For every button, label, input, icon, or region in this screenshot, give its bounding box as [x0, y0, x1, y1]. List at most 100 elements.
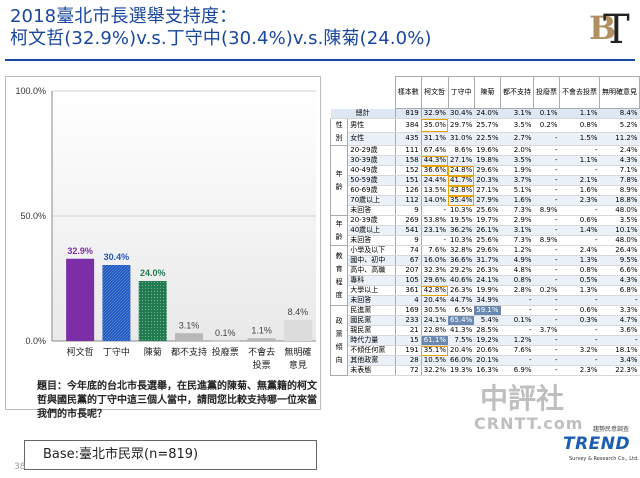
group-label: 性別 — [329, 118, 349, 146]
table-cell: - — [559, 165, 600, 176]
table-cell: 3.5% — [599, 215, 640, 226]
bar-chart: 100.0% 50.0% 0.0% 32.9% 柯文哲 30.4% 丁守中 24.0% 陳菊 3.… — [15, 86, 316, 371]
table-cell: - — [533, 345, 560, 356]
x-tick-label: 投票 — [253, 359, 271, 371]
table-cell: 3.4% — [599, 355, 640, 366]
row-label: 國中、初中 — [347, 255, 396, 266]
table-cell: - — [599, 335, 640, 346]
table-cell: - — [533, 255, 560, 266]
table-cell: 7.3% — [500, 235, 534, 246]
table-cell: - — [533, 315, 560, 326]
table-cell: 25.7% — [474, 118, 501, 133]
table-cell: 9 — [395, 205, 422, 216]
table-cell: 32.3% — [421, 265, 448, 276]
row-label: 專科 — [347, 275, 396, 286]
table-cell: 24.4% — [421, 175, 448, 186]
table-cell: 233 — [395, 315, 422, 326]
table-cell: 42.8% — [421, 285, 448, 296]
table-cell: - — [500, 295, 534, 306]
table-cell: 0.1% — [533, 108, 560, 119]
table-row: 教育程度 小學及以下 74 7.6% 32.8% 29.6% 1.2% -2.4% 26.4% — [329, 245, 640, 306]
table-cell: 32.8% — [448, 245, 475, 256]
row-label: 未回答 — [347, 235, 396, 246]
table-row: 總計 819 32.9% 30.4% 24.0% 3.1% 0.1% 1.1% 8.4% — [330, 108, 640, 119]
header-blank — [331, 77, 396, 109]
table-cell: 8.9% — [533, 205, 560, 216]
group-label: 年齡 — [329, 145, 349, 216]
base-note: Base:臺北市民眾(n=819) — [24, 440, 317, 470]
table-cell: 59.1% — [474, 305, 501, 316]
table-cell: - — [533, 265, 560, 276]
table-cell: 27.1% — [474, 185, 501, 196]
row-label: 未回答 — [347, 295, 396, 306]
table-cell: 13.5% — [421, 185, 448, 196]
table-cell: - — [421, 235, 448, 246]
table-cell: - — [533, 145, 560, 156]
bar-value-label: 24.0% — [140, 268, 166, 278]
table-cell: 29.2% — [448, 265, 475, 276]
bar-4 — [211, 340, 240, 342]
table-cell: 3.1% — [500, 225, 534, 236]
table-cell: 16.3% — [474, 365, 501, 376]
table-cell: 152 — [395, 165, 422, 176]
table-cell: 29.7% — [448, 118, 475, 133]
table-cell: 6.6% — [599, 265, 640, 276]
table-cell: - — [533, 175, 560, 186]
table-row: 未回答 9-10.3% 25.6% 7.3% 8.9% -48.0% — [331, 205, 640, 216]
table-row: 其他政黨 28 10.5% 66.0% 20.1% - - -3.4% — [331, 355, 640, 366]
table-row: 40-49歲 152 36.6% 24.8% 29.6% 1.9% - -7.1% — [331, 165, 640, 176]
table-cell: 19.3% — [448, 365, 475, 376]
table-cell: 112 — [395, 195, 422, 206]
table-cell: 31.7% — [474, 255, 501, 266]
table-cell: - — [599, 295, 640, 306]
table-cell: 34.9% — [474, 295, 501, 306]
table-cell: - — [533, 132, 560, 146]
table-row: 專科 105 29.6% 40.6% 24.1% 0.8% -0.5% 4.3% — [331, 275, 640, 286]
table-cell: - — [500, 305, 534, 316]
column-header: 都不支持 — [500, 76, 534, 109]
table-cell: 8.9% — [533, 235, 560, 246]
table-cell: 32.2% — [421, 365, 448, 376]
column-header: 不會去投票 — [559, 76, 600, 109]
table-cell: 14.0% — [421, 195, 448, 206]
table-cell: - — [500, 355, 534, 366]
row-label: 30-39歲 — [347, 155, 396, 166]
table-cell: 20.4% — [421, 295, 448, 306]
table-cell: 25.6% — [474, 235, 501, 246]
table-cell: 31.0% — [448, 132, 475, 146]
column-header: 丁守中 — [447, 76, 475, 109]
table-cell: 25.6% — [474, 205, 501, 216]
table-cell: - — [533, 225, 560, 236]
question-text: 題目：今年底的台北市長選舉，在民進黨的陳菊、無黨籍的柯文哲與國民黨的丁守中這三個… — [37, 381, 317, 420]
table-cell: 0.3% — [559, 315, 600, 326]
x-tick-label: 無明確 — [284, 346, 311, 358]
table-cell: 19.7% — [474, 215, 501, 226]
table-cell: - — [533, 165, 560, 176]
table-cell: 361 — [395, 285, 422, 296]
table-cell: 28.5% — [474, 325, 501, 336]
table-row: 年齡 20-39歲 269 53.8% 19.5% 19.7% 2.9% -0.6% 3.5% — [329, 215, 640, 246]
title-divider — [5, 59, 635, 61]
table-cell: 74 — [395, 245, 422, 256]
table-cell: - — [559, 325, 600, 336]
table-cell: 2.9% — [500, 215, 534, 226]
table-cell: 1.6% — [500, 195, 534, 206]
row-label: 男性 — [347, 118, 396, 133]
table-cell: 24.1% — [474, 275, 501, 286]
trend-logo: 趨勢民意調查 TREND Survey & Research Co., Ltd. — [563, 424, 639, 468]
table-cell: 6.9% — [500, 365, 534, 376]
table-cell: 10.1% — [599, 225, 640, 236]
row-label: 總計 — [330, 108, 396, 119]
table-row: 政黨傾向 民進黨 169 30.5% 6.5% 59.1% - -0.6% 3.3% — [329, 305, 640, 376]
table-cell: 26.1% — [474, 225, 501, 236]
table-row: 30-39歲 158 44.3% 27.1% 19.8% 3.5% -1.1% 4.3% — [331, 155, 640, 166]
table-cell: 8.4% — [599, 108, 640, 119]
table-cell: 40.6% — [448, 275, 475, 286]
table-cell: 126 — [395, 185, 422, 196]
table-cell: 29.6% — [474, 245, 501, 256]
table-cell: 1.3% — [559, 285, 600, 296]
table-cell: 26.3% — [474, 265, 501, 276]
row-label: 未表態 — [347, 365, 396, 376]
table-cell: 4.3% — [599, 155, 640, 166]
table-cell: 7.5% — [448, 335, 475, 346]
